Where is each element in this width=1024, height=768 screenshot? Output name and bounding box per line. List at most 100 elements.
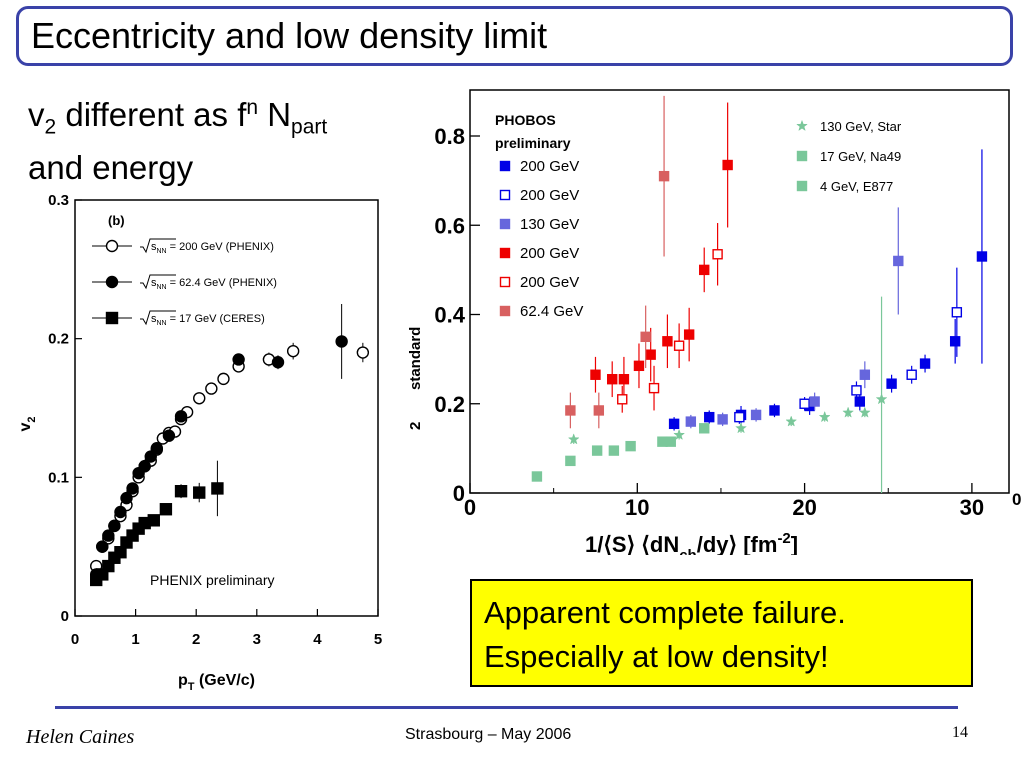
right-xlabel-close: ] — [791, 532, 798, 555]
left-data-point-s0 — [356, 346, 370, 359]
right-legend-left-marker-3 — [499, 247, 511, 259]
left-data-point-s0 — [205, 382, 218, 395]
left-legend-marker-2 — [105, 311, 119, 325]
left-legend-sub: NN — [157, 248, 167, 255]
left-ytick-label: 0.3 — [48, 192, 69, 209]
left-ytick-label: 0.1 — [48, 469, 69, 486]
right-data-point-s3 — [645, 349, 656, 360]
left-ytick-label: 0 — [61, 608, 69, 625]
left-legend-s: s — [151, 241, 157, 253]
left-data-point-s2 — [211, 482, 224, 495]
right-data-point-s1 — [851, 385, 862, 396]
subtitle-line2: and energy — [28, 148, 194, 186]
right-data-point-s2 — [685, 416, 697, 427]
left-legend-text: = 62.4 GeV (PHENIX) — [167, 277, 277, 289]
left-data-point-s0 — [286, 344, 300, 358]
footer-event: Strasbourg – May 2006 — [405, 726, 572, 743]
right-data-point-s0 — [668, 418, 680, 430]
subtitle-n-sup: n — [246, 96, 259, 119]
right-ytick-label: 0 — [453, 481, 465, 506]
right-legend-left-marker-2 — [499, 218, 511, 230]
subtitle-mid: different as f — [56, 96, 247, 133]
left-xlabel-p: p — [178, 672, 188, 689]
right-data-point-s3 — [618, 374, 630, 385]
right-data-point-s1 — [734, 411, 745, 423]
left-data-point-s1 — [126, 482, 139, 495]
right-xlabel: 1/⟨S⟩ ⟨dNch/dy⟩ [fm-2] — [585, 530, 798, 555]
left-data-point-s1 — [174, 410, 188, 423]
slide-title: Eccentricity and low density limit — [31, 15, 548, 56]
right-legend-left-marker-4 — [499, 276, 511, 288]
right-ylabel-fragment: standard — [407, 327, 424, 390]
left-xtick-label: 0 — [71, 631, 79, 648]
left-data-point-s1 — [150, 442, 164, 455]
right-edge-fragment: 0 — [1012, 490, 1021, 509]
right-legend-right-marker-0 — [796, 119, 808, 131]
footer-author: Helen Caines — [26, 726, 135, 748]
right-xtick-label: 10 — [625, 495, 649, 520]
right-legend-left-marker-1 — [499, 189, 511, 201]
right-data-point-s6 — [818, 410, 831, 423]
left-ytick-label: 0.2 — [48, 331, 69, 348]
right-legend-left-label-5: 62.4 GeV — [520, 303, 583, 320]
right-data-point-s7 — [608, 445, 620, 456]
left-panel-label: (b) — [108, 213, 125, 228]
left-legend-text: = 200 GeV (PHENIX) — [167, 241, 274, 253]
right-data-point-s2 — [717, 414, 728, 425]
subtitle-N: N — [258, 96, 292, 133]
left-legend-marker-1 — [105, 275, 119, 289]
right-data-point-s5 — [565, 405, 576, 416]
right-data-point-s3 — [633, 360, 645, 372]
right-data-point-s1 — [951, 307, 963, 318]
right-legend-left-label-1: 200 GeV — [520, 187, 579, 204]
right-data-point-s6 — [735, 422, 748, 434]
right-data-point-s3 — [699, 264, 710, 276]
subtitle-v-sub: 2 — [44, 115, 57, 139]
left-legend-marker-0 — [105, 239, 119, 253]
left-legend-label-1: sNN = 62.4 GeV (PHENIX) — [151, 277, 277, 291]
right-data-point-s3 — [683, 329, 695, 340]
left-xtick-label: 5 — [374, 631, 382, 648]
right-ytick-label: 0.2 — [434, 392, 465, 417]
right-ylabel-fragment2: 2 — [407, 422, 424, 430]
right-xtick-label: 0 — [464, 495, 476, 520]
right-data-point-s3 — [722, 159, 733, 171]
left-xtick-label: 3 — [253, 631, 261, 648]
left-legend-label-0: sNN = 200 GeV (PHENIX) — [151, 241, 274, 255]
right-data-point-s0 — [886, 378, 897, 389]
left-data-point-s1 — [108, 519, 121, 533]
right-ytick-label: 0.4 — [434, 303, 465, 328]
callout-line-1: Apparent complete failure. — [484, 595, 846, 630]
right-data-point-s0 — [976, 251, 988, 262]
left-annotation: PHENIX preliminary — [150, 572, 274, 588]
left-ylabel-sub: 2 — [26, 416, 38, 422]
right-xlabel-sub: ch — [679, 547, 697, 555]
left-legend-s: s — [151, 277, 157, 289]
right-data-point-s2 — [750, 409, 762, 421]
right-legend-left-label-3: 200 GeV — [520, 245, 579, 262]
right-data-point-s1 — [906, 369, 917, 380]
right-legend-title-1: PHOBOS — [495, 112, 556, 128]
right-legend-right-marker-1 — [796, 150, 808, 162]
right-data-point-s3 — [590, 369, 601, 380]
right-data-point-s4 — [673, 340, 685, 351]
right-legend-right-label-1: 17 GeV, Na49 — [820, 149, 901, 164]
left-plot-frame — [74, 199, 379, 617]
right-data-point-s0 — [769, 405, 780, 416]
right-data-point-s0 — [704, 411, 715, 423]
footer-divider — [55, 706, 958, 709]
left-ylabel: v2 — [17, 416, 38, 431]
left-data-point-s1 — [120, 491, 133, 505]
v2-vs-pt-chart: 0 1 2 3 4 500.10.20.3 (b) sNN = 200 GeV (PHEN… — [17, 192, 382, 693]
right-ytick-label: 0.8 — [434, 124, 465, 149]
right-data-point-s7 — [565, 455, 576, 467]
right-xtick-label: 30 — [960, 495, 984, 520]
left-xtick-label: 2 — [192, 631, 200, 648]
right-data-point-s6 — [673, 428, 686, 441]
right-xlabel-sup: -2 — [777, 530, 790, 547]
right-legend-title-2: preliminary — [495, 135, 571, 151]
right-legend-left-label-0: 200 GeV — [520, 158, 579, 175]
left-legend-sub: NN — [157, 320, 167, 327]
left-legend-label-2: sNN = 17 GeV (CERES) — [151, 313, 265, 327]
right-data-point-s6 — [858, 406, 871, 418]
